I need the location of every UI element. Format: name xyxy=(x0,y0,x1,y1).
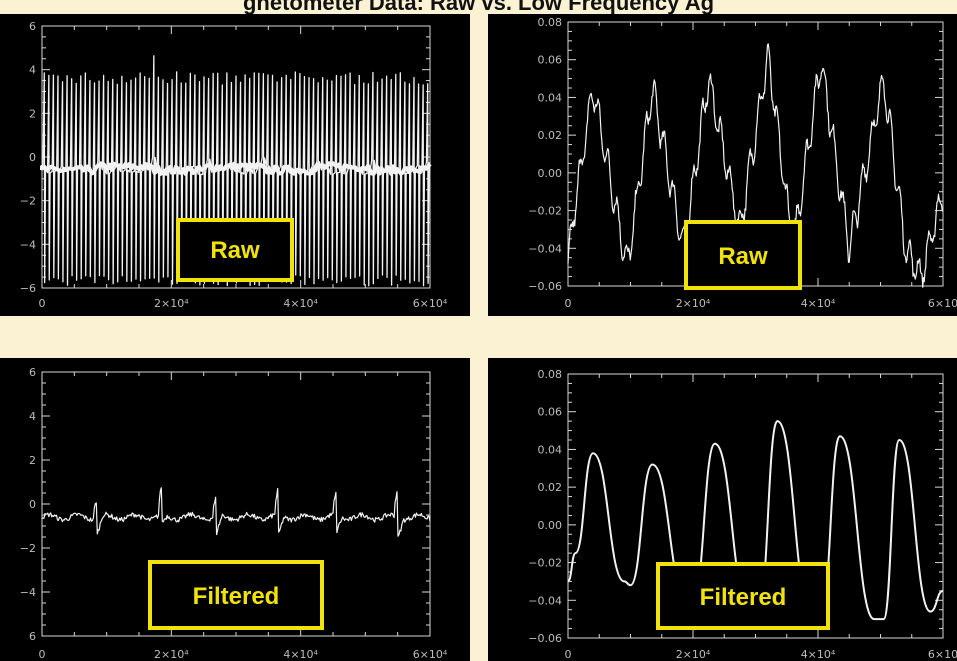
y-tick-label: 0.04 xyxy=(538,443,563,456)
chart-raw-left: −6 −4 −2 0 2 4 6 0 2×10⁴ 4×10⁴ 6×10⁴ Raw xyxy=(20,20,448,310)
x-tick-label: 0 xyxy=(565,297,572,310)
y-tick-label: 6 xyxy=(29,20,36,33)
filtered-label-box: Filtered xyxy=(656,562,830,630)
x-tick-label: 2×10⁴ xyxy=(154,297,189,310)
y-tick-label: 4 xyxy=(29,410,36,423)
x-tick-label: 0 xyxy=(39,648,46,661)
chart-panel-filtered-right: −0.06 −0.04 −0.02 0.00 0.02 0.04 0.06 0.08 0 2×10… xyxy=(488,358,957,661)
y-tick-label: −0.06 xyxy=(528,632,562,645)
x-tick-label: 6×10⁴ xyxy=(413,648,448,661)
y-tick-label: 0.06 xyxy=(538,54,563,67)
raw-label-box: Raw xyxy=(684,220,802,290)
y-tick-label: −0.02 xyxy=(528,205,562,218)
x-tick-label: 2×10⁴ xyxy=(676,648,711,661)
y-tick-label: −6 xyxy=(20,282,36,295)
x-tick-label: 0 xyxy=(39,297,46,310)
x-tick-label: 0 xyxy=(565,648,572,661)
chart-panel-raw-left: −6 −4 −2 0 2 4 6 0 2×10⁴ 4×10⁴ 6×10⁴ Raw xyxy=(0,14,470,316)
x-tick-label: 6×10 xyxy=(928,297,957,310)
x-tick-label: 4×10⁴ xyxy=(801,297,836,310)
chart-panel-filtered-left: 6 −4 −2 0 2 4 6 0 2×10⁴ 4×10⁴ 6×10⁴ Filtered xyxy=(0,358,470,661)
y-tick-label: −0.06 xyxy=(528,280,562,293)
filtered-label-box: Filtered xyxy=(148,560,324,630)
y-tick-label: −0.04 xyxy=(528,242,562,255)
y-tick-label: 0 xyxy=(29,151,36,164)
x-tick-label: 2×10⁴ xyxy=(676,297,711,310)
label-box-frame xyxy=(148,560,324,630)
y-tick-label: −4 xyxy=(20,586,36,599)
x-tick-label: 6×10 xyxy=(928,648,957,661)
label-box-frame xyxy=(684,220,802,290)
x-tick-label: 4×10⁴ xyxy=(283,648,318,661)
y-tick-label: 0 xyxy=(29,498,36,511)
y-tick-label: −4 xyxy=(20,238,36,251)
series-baseline-raw xyxy=(40,161,432,176)
chart-raw-right: −0.06 −0.04 −0.02 0.00 0.02 0.04 0.06 0.08 0 2×10… xyxy=(528,16,957,310)
page-title: gnetometer Data: Raw vs. Low Frequency A… xyxy=(242,0,715,14)
label-box-text: Filtered xyxy=(700,584,787,611)
y-tick-label: 0.06 xyxy=(538,406,563,419)
y-tick-label: −0.02 xyxy=(528,557,562,570)
series-line-raw xyxy=(567,43,944,288)
y-tick-label: 2 xyxy=(29,454,36,467)
series-line-filtered xyxy=(41,487,431,537)
y-tick-label: 0.02 xyxy=(538,481,563,494)
label-box-text: Raw xyxy=(718,243,768,270)
y-tick-label: 0.02 xyxy=(538,129,563,142)
y-tick-label: 4 xyxy=(29,64,36,77)
y-tick-label: 0.00 xyxy=(538,167,563,180)
y-tick-label: 6 xyxy=(29,366,36,379)
y-tick-label: 0.04 xyxy=(538,91,563,104)
label-box-text: Filtered xyxy=(193,583,280,610)
label-box-frame xyxy=(176,218,294,282)
chart-filtered-right: −0.06 −0.04 −0.02 0.00 0.02 0.04 0.06 0.08 0 2×10… xyxy=(528,368,957,661)
label-box-text: Raw xyxy=(210,237,260,264)
x-tick-label: 4×10⁴ xyxy=(283,297,318,310)
y-tick-label: 2 xyxy=(29,107,36,120)
series-line-raw xyxy=(41,55,430,287)
y-tick-label: 0.00 xyxy=(538,519,563,532)
y-tick-label: 0.08 xyxy=(538,368,563,381)
y-tick-label: −0.04 xyxy=(528,594,562,607)
y-tick-label: 0.08 xyxy=(538,16,563,29)
label-box-frame xyxy=(656,562,830,630)
x-tick-label: 6×10⁴ xyxy=(413,297,448,310)
chart-panel-raw-right: −0.06 −0.04 −0.02 0.00 0.02 0.04 0.06 0.08 0 2×10… xyxy=(488,14,957,316)
y-tick-label: −2 xyxy=(20,542,36,555)
raw-label-box: Raw xyxy=(176,218,294,282)
y-tick-label: 6 xyxy=(29,630,36,643)
y-tick-label: −2 xyxy=(20,195,36,208)
x-tick-label: 2×10⁴ xyxy=(154,648,189,661)
x-tick-label: 4×10⁴ xyxy=(801,648,836,661)
